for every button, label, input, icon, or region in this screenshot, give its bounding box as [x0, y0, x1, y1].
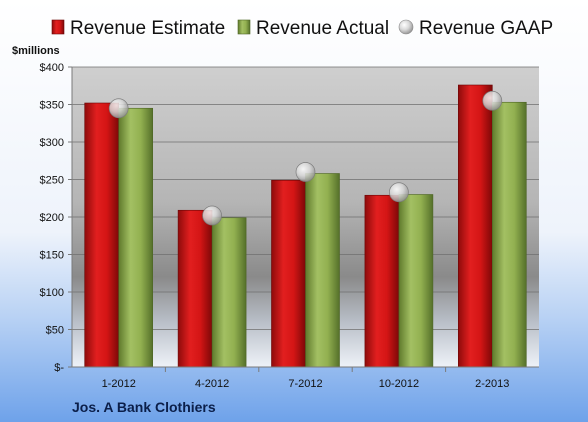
legend-item-gaap: Revenue GAAP — [398, 18, 553, 39]
legend-label-gaap: Revenue GAAP — [419, 18, 553, 39]
company-name: Jos. A Bank Clothiers — [72, 399, 216, 415]
bar-estimate-10-2012 — [364, 194, 400, 368]
y-axis-unit-label: $millions — [12, 45, 60, 57]
x-tick-label: 4-2012 — [195, 378, 229, 390]
legend-swatch-estimate — [51, 19, 65, 35]
y-tick-label: $- — [54, 362, 64, 374]
gaap-marker-10-2012 — [389, 182, 409, 203]
bars — [84, 84, 527, 368]
y-tick-label: $250 — [40, 175, 64, 187]
x-tick-label: 10-2012 — [379, 378, 419, 390]
legend: Revenue Estimate Revenue Actual Revenue … — [51, 18, 553, 39]
gaap-markers — [108, 90, 503, 226]
x-tick-label: 7-2012 — [288, 378, 322, 390]
bar-actual-2-2013 — [491, 101, 527, 368]
bar-actual-7-2012 — [305, 173, 340, 368]
legend-swatch-actual — [237, 19, 251, 35]
gaap-marker-1-2012 — [108, 98, 129, 119]
bar-estimate-2-2013 — [457, 84, 493, 368]
y-tick-label: $50 — [46, 325, 64, 337]
y-tick-label: $350 — [40, 100, 64, 112]
y-tick-label: $100 — [40, 287, 64, 299]
bar-actual-1-2012 — [118, 107, 153, 368]
legend-label-estimate: Revenue Estimate — [70, 18, 225, 39]
y-tick-label: $400 — [40, 62, 64, 74]
gaap-marker-7-2012 — [295, 162, 316, 182]
bar-actual-4-2012 — [211, 217, 247, 368]
x-tick-label: 2-2013 — [475, 378, 509, 390]
legend-swatch-gaap — [398, 19, 414, 35]
y-axis-ticks: $- $50 $100 $150 $200 $250 $300 $350 $400 — [40, 62, 72, 374]
x-axis-ticks: 1-2012 4-2012 7-2012 10-2012 2-2013 — [102, 367, 509, 390]
gaap-marker-4-2012 — [202, 205, 222, 226]
bar-estimate-7-2012 — [271, 179, 306, 368]
y-tick-label: $150 — [40, 250, 64, 262]
y-tick-label: $300 — [40, 137, 64, 149]
bar-actual-10-2012 — [398, 194, 434, 368]
y-tick-label: $200 — [40, 212, 64, 224]
legend-item-actual: Revenue Actual — [237, 18, 389, 39]
bar-estimate-1-2012 — [84, 102, 119, 368]
bar-estimate-4-2012 — [177, 209, 213, 368]
legend-item-estimate: Revenue Estimate — [51, 18, 225, 39]
gaap-marker-2-2013 — [482, 90, 503, 111]
legend-label-actual: Revenue Actual — [256, 18, 389, 39]
x-tick-label: 1-2012 — [102, 378, 136, 390]
